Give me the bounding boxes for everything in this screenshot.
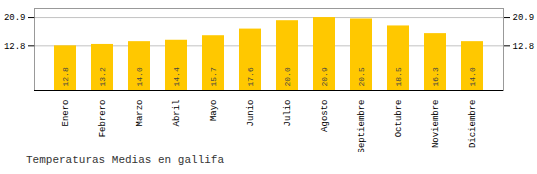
svg-text:Abril: Abril	[172, 100, 182, 127]
html-text:Temperaturas Medias en gallifa: Temperaturas Medias en gallifa	[26, 154, 224, 166]
svg-text:Marzo: Marzo	[135, 100, 145, 127]
svg-text:Junio: Junio	[246, 100, 256, 127]
svg-text:15.7: 15.7	[209, 67, 218, 86]
svg-text:Julio: Julio	[283, 100, 293, 127]
svg-text:Septiembre: Septiembre	[357, 100, 367, 153]
svg-text:20.9: 20.9	[320, 67, 329, 86]
svg-text:14.0: 14.0	[468, 67, 477, 86]
svg-text:Noviembre: Noviembre	[431, 100, 441, 149]
svg-text:14.4: 14.4	[172, 67, 181, 86]
svg-text:Octubre: Octubre	[394, 100, 404, 138]
svg-text:12.8: 12.8	[61, 67, 70, 86]
svg-text:13.2: 13.2	[98, 67, 107, 86]
svg-text:20.0: 20.0	[283, 67, 292, 86]
svg-text:Diciembre: Diciembre	[468, 100, 478, 149]
svg-text:17.6: 17.6	[246, 67, 255, 86]
svg-text:12.8: 12.8	[513, 42, 535, 52]
svg-text:Febrero: Febrero	[98, 100, 108, 138]
svg-text:16.3: 16.3	[431, 67, 440, 86]
svg-text:14.0: 14.0	[135, 67, 144, 86]
svg-text:18.5: 18.5	[394, 67, 403, 86]
svg-text:20.9: 20.9	[513, 13, 535, 23]
svg-text:12.8: 12.8	[4, 42, 26, 52]
svg-text:20.5: 20.5	[357, 67, 366, 86]
svg-text:Enero: Enero	[61, 100, 71, 127]
svg-text:20.9: 20.9	[4, 13, 26, 23]
svg-text:Mayo: Mayo	[209, 100, 219, 122]
svg-text:Agosto: Agosto	[320, 100, 330, 132]
